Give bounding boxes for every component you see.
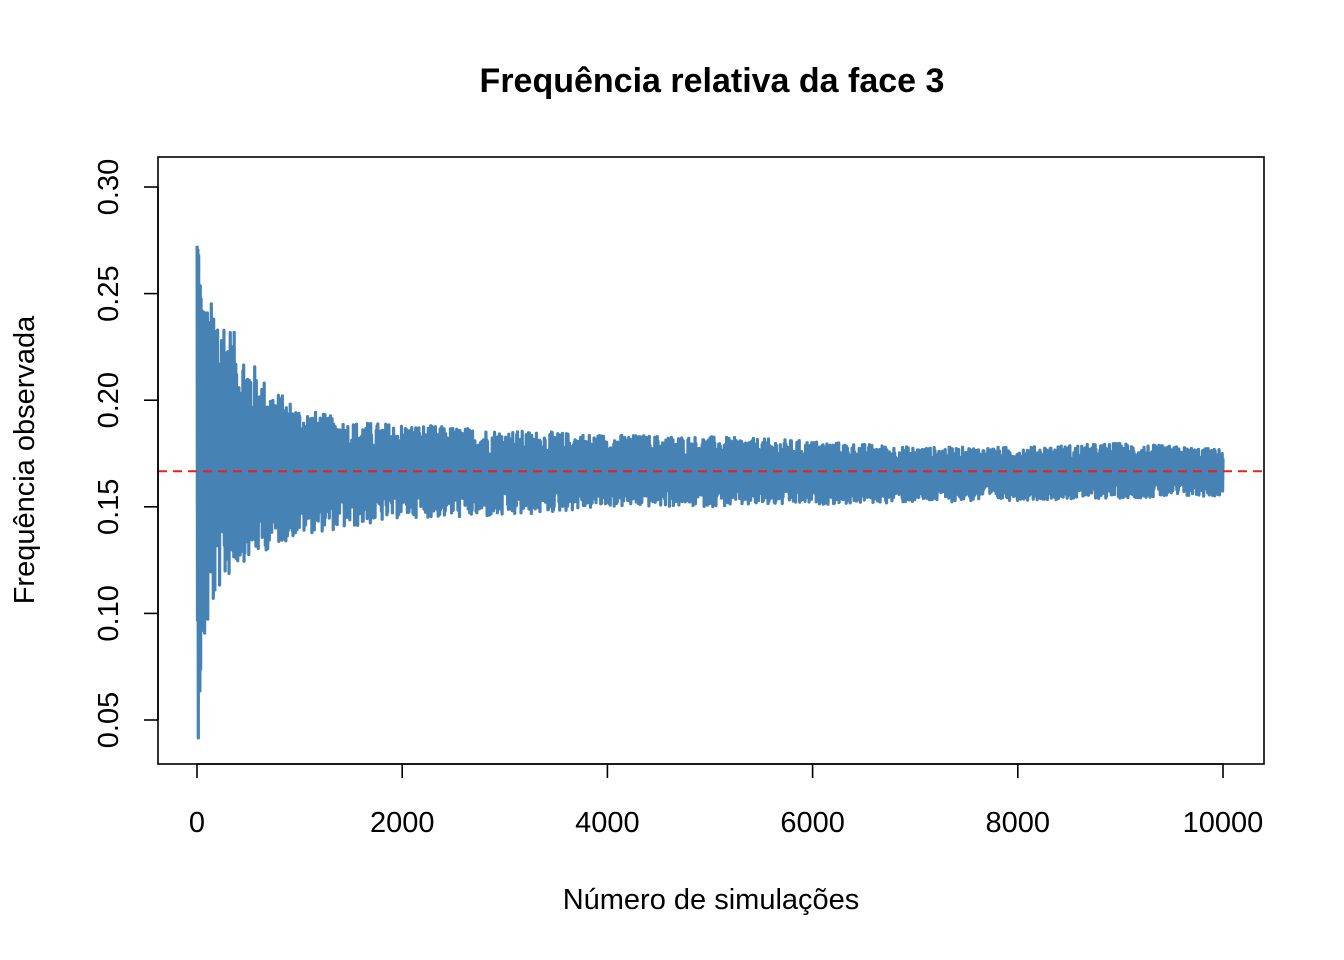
y-axis: 0.05 0.10 0.15 0.20 0.25 0.30 [93, 159, 159, 748]
x-axis: 0 2000 4000 6000 8000 10000 [189, 763, 1264, 839]
x-axis-label: Número de simulações [563, 884, 860, 916]
y-tick-label: 0.10 [93, 585, 125, 641]
y-tick-label: 0.05 [93, 692, 125, 748]
x-tick-label: 0 [189, 807, 205, 839]
series-line [195, 245, 1225, 740]
y-axis-label: Frequência observada [9, 315, 41, 604]
x-tick-label: 4000 [575, 807, 640, 839]
y-tick-label: 0.25 [93, 265, 125, 321]
y-tick-label: 0.15 [93, 479, 125, 535]
x-tick-label: 10000 [1183, 807, 1264, 839]
x-tick-label: 8000 [986, 807, 1051, 839]
series-layer [195, 245, 1225, 740]
chart-title: Frequência relativa da face 3 [480, 62, 945, 100]
y-tick-label: 0.20 [93, 372, 125, 428]
x-tick-label: 2000 [370, 807, 435, 839]
y-tick-label: 0.30 [93, 159, 125, 215]
x-tick-label: 6000 [780, 807, 845, 839]
